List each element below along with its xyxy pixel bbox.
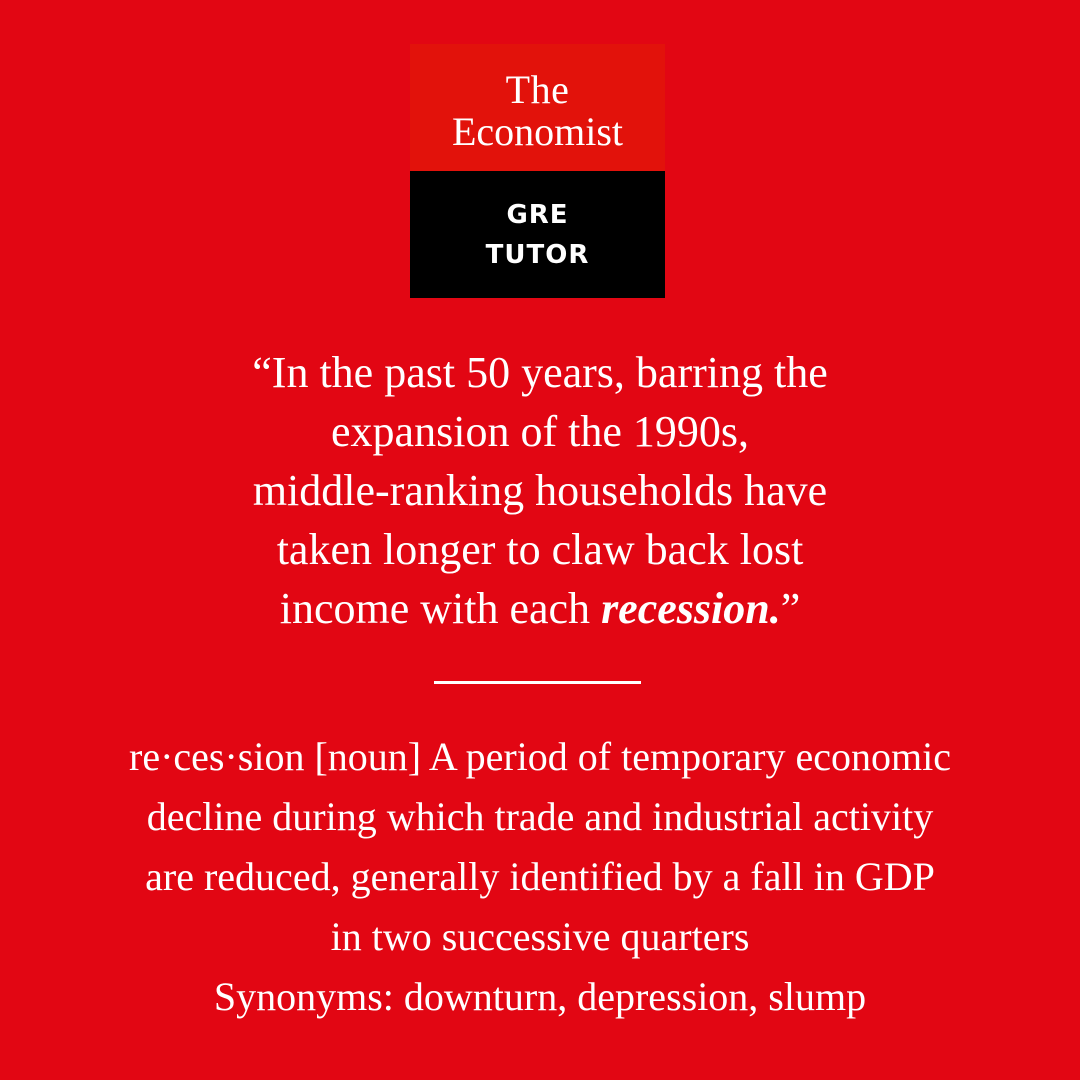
quote-line: expansion of the 1990s, xyxy=(331,407,749,456)
quote-line-final: income with each recession.” xyxy=(60,579,1020,638)
definition-text: re·ces·sion [noun] A period of temporary… xyxy=(20,727,1060,1027)
logo-gre: GRE xyxy=(506,199,569,230)
definition-line: in two successive quarters xyxy=(330,914,750,959)
highlighted-word: recession. xyxy=(601,584,781,633)
quote-line: middle-ranking households have xyxy=(252,466,828,515)
divider-rule xyxy=(434,681,641,684)
economist-wordmark: The Economist xyxy=(410,44,665,171)
quote-close-mark: ” xyxy=(780,584,801,633)
economist-gre-tutor-logo: The Economist GRE TUTOR xyxy=(410,44,665,298)
logo-economist: Economist xyxy=(451,108,624,154)
quote-line: taken longer to claw back lost xyxy=(276,525,804,574)
definition-line: decline during which trade and industria… xyxy=(146,794,934,839)
quote-line-prefix: income with each xyxy=(279,584,602,633)
quote-text: “In the past 50 years, barring the expan… xyxy=(60,343,1020,638)
gre-tutor-block: GRE TUTOR xyxy=(410,171,665,298)
definition-line: re·ces·sion [noun] A period of temporary… xyxy=(129,734,951,779)
logo-tutor: TUTOR xyxy=(485,239,590,270)
synonyms-line: Synonyms: downturn, depression, slump xyxy=(213,974,867,1019)
quote-line: “In the past 50 years, barring the xyxy=(252,348,828,397)
logo-the: The xyxy=(505,66,570,112)
definition-line: are reduced, generally identified by a f… xyxy=(145,854,935,899)
